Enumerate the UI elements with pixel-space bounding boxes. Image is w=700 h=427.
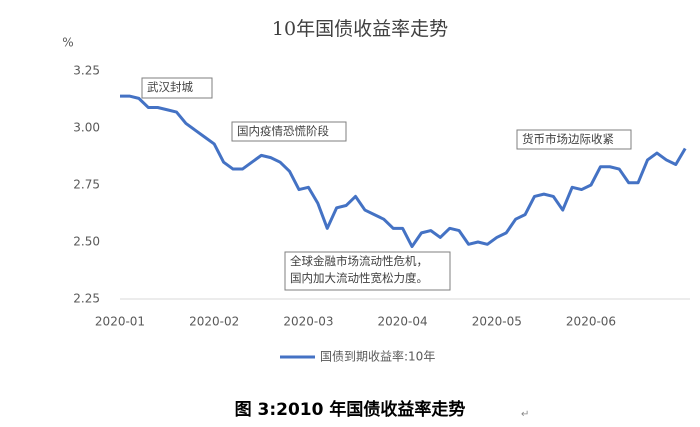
y-unit: % [62, 36, 73, 50]
series-line [120, 94, 687, 249]
y-tick-label: 3.00 [73, 121, 100, 135]
annotation-text: 国内疫情恐慌阶段 [237, 124, 329, 138]
annotation-text: 国内加大流动性宽松力度。 [290, 271, 428, 285]
x-tick-label: 2020-04 [378, 315, 428, 329]
x-tick-label: 2020-01 [95, 315, 145, 329]
x-tick-label: 2020-05 [472, 315, 522, 329]
y-tick-label: 2.50 [73, 235, 100, 249]
annotation-text: 货币市场边际收紧 [522, 132, 614, 146]
y-tick-label: 2.25 [73, 292, 100, 306]
annotation-text: 武汉封城 [147, 80, 193, 94]
annotation-text: 全球金融市场流动性危机， [290, 254, 428, 268]
x-tick-label: 2020-03 [283, 315, 333, 329]
annotation-box [516, 129, 632, 150]
y-tick-label: 2.75 [73, 178, 100, 192]
chart-title: 10年国债收益率走势 [272, 18, 448, 40]
annotation-box [284, 251, 451, 291]
x-tick-label: 2020-02 [189, 315, 239, 329]
legend-label: 国债到期收益率:10年 [320, 349, 435, 364]
annotation-box [231, 121, 347, 142]
caption-mark: ↵ [521, 409, 529, 420]
annotation-box [141, 77, 213, 99]
x-tick-label: 2020-06 [566, 315, 616, 329]
y-tick-label: 3.25 [73, 64, 100, 78]
caption: 图 3:2010 年国债收益率走势 [235, 399, 466, 420]
